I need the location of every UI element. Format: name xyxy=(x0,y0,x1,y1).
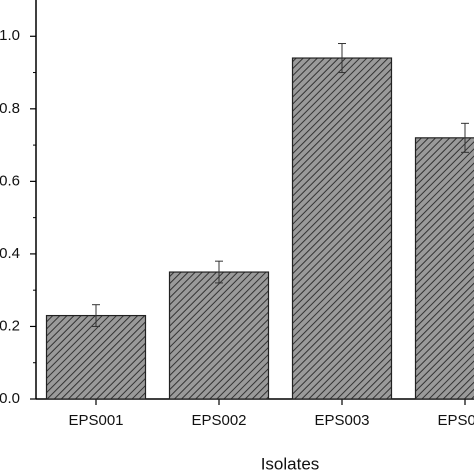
y-tick-label: 0.2 xyxy=(0,317,20,334)
x-tick-label: EPS003 xyxy=(314,412,369,429)
y-tick-label: 0.0 xyxy=(0,390,20,407)
bar xyxy=(168,271,270,400)
error-bar xyxy=(338,43,346,74)
error-bar xyxy=(461,122,469,153)
bar xyxy=(45,314,147,400)
y-tick-label: 0.8 xyxy=(0,100,20,117)
y-tick-label: 0.4 xyxy=(0,245,20,262)
y-tick-label: 0.6 xyxy=(0,172,20,189)
x-tick-label: EPS002 xyxy=(191,412,246,429)
error-bar xyxy=(215,260,223,284)
bar xyxy=(291,57,393,400)
x-tick-label: EPS001 xyxy=(68,412,123,429)
bar xyxy=(414,137,474,400)
x-axis-title: Isolates xyxy=(261,454,320,473)
error-bar xyxy=(92,304,100,327)
y-tick-label: 1.0 xyxy=(0,27,20,44)
x-tick-label: EPS004 xyxy=(437,412,474,429)
